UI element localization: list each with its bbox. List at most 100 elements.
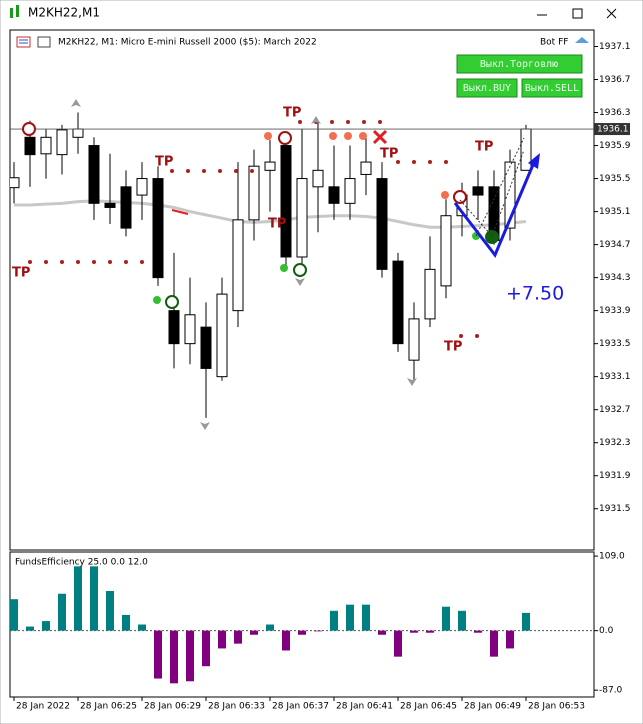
y-tick-label: 0.0: [599, 626, 614, 636]
signal-line: [171, 209, 189, 215]
histogram-bar: [154, 630, 162, 679]
candle-body: [120, 186, 132, 229]
y-tick-label: 1936.3: [599, 108, 631, 118]
histogram-bar: [346, 604, 354, 631]
histogram-bar: [298, 630, 306, 635]
histogram-bar: [394, 630, 402, 657]
bot-label: Bot FF: [540, 38, 568, 48]
candle-body: [152, 178, 164, 279]
candle-body: [136, 178, 148, 196]
fractal-arrows: [71, 99, 417, 430]
histogram-bar: [442, 606, 450, 631]
y-tick-label: 1931.5: [599, 504, 631, 514]
window-title: M2KH22,M1: [28, 6, 100, 20]
candle-body: [24, 136, 36, 156]
candle-body: [248, 165, 260, 221]
profit-annotation: +7.50: [506, 283, 564, 305]
window-icon: [10, 5, 19, 18]
tp-label: TP: [268, 217, 286, 232]
histogram-bar: [282, 630, 290, 651]
candle-body: [200, 326, 212, 369]
y-tick-label: 1932.3: [599, 438, 631, 448]
arrow-head: [528, 153, 540, 169]
x-tick-label: 28 Jan 06:25: [80, 702, 137, 712]
candle-body: [104, 202, 116, 208]
trade-markers: [22, 122, 499, 309]
histogram-bar: [10, 599, 18, 631]
y-tick-label: 109.0: [599, 552, 625, 562]
candle-body: [280, 145, 292, 258]
tp-label: TP: [380, 147, 398, 162]
window-controls[interactable]: [537, 8, 617, 19]
histogram-bar: [138, 624, 146, 631]
price-tag-label: 1936.1: [597, 125, 629, 135]
candle-body: [56, 129, 68, 156]
candle-body: [472, 186, 484, 196]
histogram-bar: [170, 630, 178, 684]
trend-arrow: [453, 159, 537, 258]
candle-body: [504, 161, 516, 229]
histogram-bar: [106, 590, 114, 631]
close-mark: [372, 129, 388, 145]
candle-body: [312, 169, 324, 188]
x-tick-label: 28 Jan 2022: [16, 702, 70, 712]
button-label[interactable]: Выкл.BUY: [463, 83, 511, 94]
histogram-bar: [26, 626, 34, 631]
histogram-bar: [490, 630, 498, 657]
histogram-bar: [250, 630, 258, 635]
button-label[interactable]: Выкл.SELL: [525, 83, 579, 94]
chart-icon-2: [37, 36, 51, 48]
tp-label: TP: [475, 140, 493, 155]
y-tick-label: 1936.7: [599, 75, 631, 85]
button[interactable]: [521, 78, 583, 98]
histogram-bar: [362, 604, 370, 631]
x-tick-label: 28 Jan 06:29: [144, 702, 201, 712]
candle-body: [344, 178, 356, 204]
histogram-bar: [202, 630, 210, 667]
candle-body: [328, 186, 340, 204]
candle-body: [392, 260, 404, 345]
y-tick-label: -87.0: [599, 686, 623, 696]
y-tick-label: 1934.3: [599, 273, 631, 283]
candle-body: [184, 314, 196, 345]
signals: TP TP TP TP TP TP TP +7.50: [12, 99, 564, 430]
histogram-bar: [410, 630, 418, 633]
candle-body: [424, 268, 436, 320]
tp-label: TP: [444, 340, 462, 355]
y-tick-label: 1933.9: [599, 306, 631, 316]
candle-body: [168, 310, 180, 345]
histogram-bar: [218, 630, 226, 649]
trade-lines: [459, 137, 525, 237]
y-tick-label: 1933.1: [599, 372, 631, 382]
histogram-bar: [426, 630, 434, 633]
hat-icon: [575, 37, 589, 43]
x-tick-label: 28 Jan 06:45: [400, 702, 457, 712]
histogram-bar: [234, 630, 242, 644]
histogram-bar: [314, 630, 322, 632]
y-tick-label: 1935.1: [599, 207, 631, 217]
histogram-bar: [458, 610, 466, 631]
chart-title: M2KH22, M1: Micro E-mini Russell 2000 ($…: [58, 38, 317, 48]
candle-body: [520, 128, 532, 171]
button-label[interactable]: Выкл.Торговлю: [480, 59, 558, 70]
indicator-title: FundsEfficiency 25.0 0.0 12.0: [15, 558, 148, 568]
chart-icon: [16, 36, 31, 48]
button[interactable]: [456, 78, 518, 98]
y-tick-label: 1935.9: [599, 141, 631, 151]
x-tick-label: 28 Jan 06:53: [528, 702, 585, 712]
button[interactable]: [456, 54, 583, 74]
histogram-bar: [506, 630, 514, 649]
buttons: Выкл.Торговлю Выкл.BUY Выкл.SELL: [456, 54, 583, 98]
x-tick-label: 28 Jan 06:41: [336, 702, 393, 712]
histogram-bar: [58, 593, 66, 631]
candle-body: [232, 219, 244, 312]
candle-body: [40, 136, 52, 155]
histogram-bar: [266, 624, 274, 631]
candle-body: [264, 161, 276, 171]
y-tick-label: 1933.5: [599, 339, 631, 349]
x-tick-label: 28 Jan 06:49: [464, 702, 521, 712]
histogram-bar: [90, 566, 98, 631]
plot: [10, 112, 594, 684]
tp-label: TP: [155, 155, 173, 170]
